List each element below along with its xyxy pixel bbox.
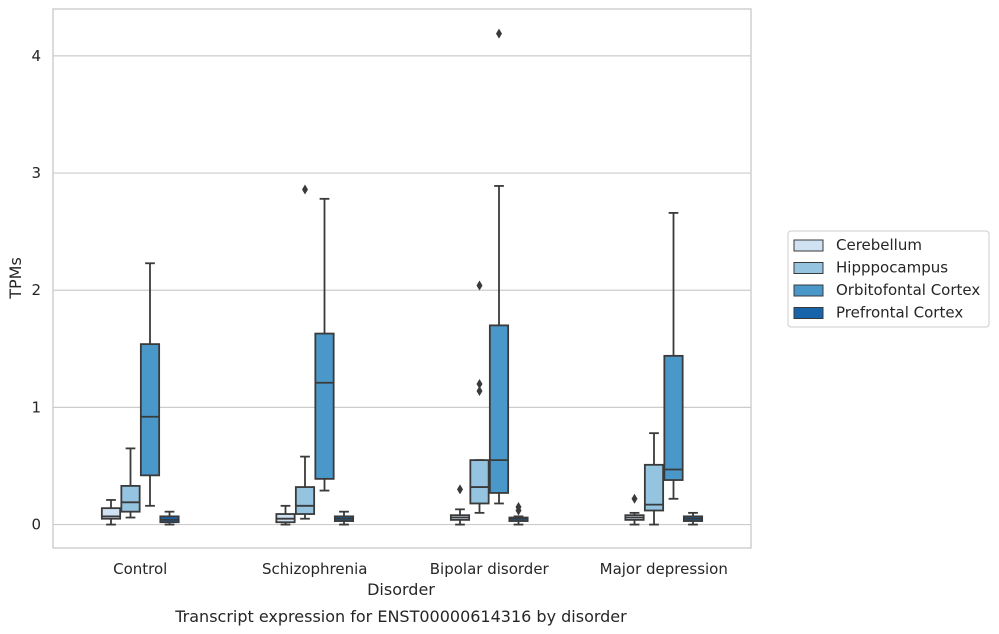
box-prefrontal-cortex	[682, 511, 704, 526]
x-tick-label: Schizophrenia	[262, 560, 367, 578]
legend-frame	[787, 230, 990, 328]
y-tick-label: 3	[31, 164, 41, 182]
box-iqr	[139, 343, 161, 477]
box-orbitofontal-cortex	[314, 197, 335, 492]
box-prefrontal-cortex	[159, 510, 180, 526]
box-cerebellum	[275, 504, 296, 526]
box-iqr	[294, 486, 316, 515]
x-tick-label: Bipolar disorder	[430, 560, 550, 578]
box-prefrontal-cortex	[508, 501, 529, 526]
outlier-point	[457, 484, 463, 495]
legend-swatch	[793, 284, 824, 297]
box-iqr	[120, 484, 141, 513]
box-iqr	[100, 507, 122, 520]
legend-swatch	[793, 239, 824, 252]
figure-caption: Transcript expression for ENST0000061431…	[174, 607, 627, 626]
legend-label: Orbitofontal Cortex	[836, 281, 980, 299]
box-iqr	[469, 459, 490, 505]
y-tick-label: 4	[31, 47, 41, 65]
outlier-point	[476, 378, 483, 389]
x-tick-label: Major depression	[600, 560, 728, 578]
outlier-point	[631, 493, 638, 504]
box-prefrontal-cortex	[333, 510, 355, 526]
x-tick-labels: Control Schizophrenia Bipolar disorder Majo…	[113, 560, 728, 578]
box-plot-marks	[100, 28, 704, 526]
legend-label: Cerebellum	[836, 236, 922, 254]
box-cerebellum	[624, 493, 645, 526]
outlier-point	[515, 501, 522, 512]
x-tick-label: Control	[113, 560, 167, 578]
outlier-point	[496, 28, 502, 39]
box-hipppocampus	[294, 184, 316, 520]
outlier-point	[476, 280, 483, 291]
outlier-point	[302, 184, 308, 195]
legend-swatch	[793, 307, 824, 319]
box-cerebellum	[100, 499, 122, 526]
box-orbitofontal-cortex	[488, 28, 510, 505]
legend: Cerebellum Hipppocampus Orbitofontal Corte…	[787, 230, 990, 328]
y-tick-label: 0	[31, 516, 41, 534]
box-hipppocampus	[469, 280, 490, 514]
box-orbitofontal-cortex	[663, 211, 684, 500]
legend-label: Prefrontal Cortex	[836, 304, 963, 322]
legend-swatch	[793, 262, 824, 274]
box-iqr	[643, 463, 665, 512]
box-iqr	[314, 332, 335, 480]
y-tick-label: 2	[31, 281, 41, 299]
box-hipppocampus	[643, 432, 665, 526]
plot-frame	[52, 8, 752, 549]
y-tick-label: 1	[31, 398, 41, 416]
box-iqr	[663, 354, 684, 481]
box-cerebellum	[449, 484, 471, 526]
box-iqr	[488, 324, 510, 494]
y-axis-label: TPMs	[6, 257, 25, 300]
box-orbitofontal-cortex	[139, 262, 161, 507]
x-axis-label: Disorder	[367, 580, 435, 599]
legend-label: Hipppocampus	[836, 259, 948, 277]
box-hipppocampus	[120, 447, 141, 519]
y-tick-labels: 0 1 2 3 4	[31, 47, 41, 534]
outlier-point	[476, 385, 483, 396]
